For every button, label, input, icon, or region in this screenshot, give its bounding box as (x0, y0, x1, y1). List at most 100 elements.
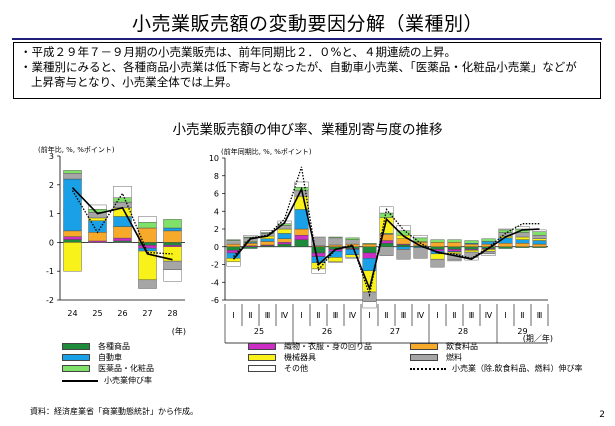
panel2-quarter-label: Ⅲ (401, 311, 407, 320)
legend-item-machinery: 機械器具 (248, 352, 316, 363)
legend-swatch-medicine (62, 365, 90, 372)
panel2-bar-segment-food (226, 243, 241, 247)
panel1-bar-segment-textile (163, 245, 182, 247)
page-title: 小売業販売額の変動要因分解（業種別） (131, 13, 483, 35)
panel1-bar-segment-medicine (138, 222, 157, 229)
legend-label-auto: 自動車 (98, 353, 122, 362)
panel1-bar-segment-textile (138, 245, 157, 249)
panel1-bar-segment-fuel (138, 279, 157, 289)
panel1-bar-segment-textile (113, 237, 132, 242)
panel2-bar-segment-machinery (328, 257, 343, 263)
panel2-bar-segment-food (260, 241, 275, 246)
panel2-quarter-label: Ⅰ (368, 311, 370, 320)
panel2-quarter-label: Ⅰ (436, 311, 438, 320)
panel2-quarter-label: Ⅱ (521, 311, 525, 320)
panel2-quarter-label: Ⅰ (232, 311, 234, 320)
panel2-bar-segment-general (294, 239, 309, 247)
panel2-quarter-label: Ⅲ (265, 311, 271, 320)
legend-swatch-machinery (248, 354, 276, 361)
panel1-y-axis-label: (前年比, %, %ポイント) (38, 145, 115, 154)
panel2-bar-segment-food (362, 243, 377, 247)
legend-swatch-fuel (410, 354, 438, 361)
legend-item-total: 小売業伸び率 (62, 375, 152, 386)
summary-bullet-2-cont: 上昇寄与となり、小売業全体では上昇。 (31, 75, 238, 89)
panel2-y-tick-label: 8 (214, 172, 219, 181)
panel2-quarter-label: Ⅱ (317, 311, 321, 320)
panel2-quarter-label: Ⅲ (537, 311, 543, 320)
panel2-line-total (232, 186, 540, 292)
panel2-bar-segment-fuel (413, 247, 428, 259)
panel1-y-tick-label: 2 (49, 181, 54, 190)
panel2-bar-segment-auto (532, 240, 547, 245)
panel2-bar-segment-general (464, 246, 479, 250)
panel2-bar-segment-machinery (515, 236, 530, 240)
panel2-year-label: 28 (458, 327, 468, 336)
page-number: 2 (599, 410, 605, 420)
legend-label-ex_food_fuel: 小売業（除.飲食料品、燃料）伸び率 (452, 364, 583, 373)
title-underline (12, 38, 602, 40)
panel2-bar-segment-auto (345, 249, 360, 255)
panel1-bar-segment-machinery (88, 217, 107, 221)
panel2-bar-segment-food (447, 242, 462, 247)
panel2-bar-segment-general (226, 246, 241, 251)
panel1-bar-segment-food (63, 230, 82, 237)
panel2-year-label: 26 (322, 327, 332, 336)
panel2-bar-segment-fuel (532, 235, 547, 239)
panel1-bar-segment-auto (63, 178, 82, 232)
legend-swatch-food (410, 343, 438, 350)
panel1-bar-segment-general (113, 240, 132, 243)
panel1-bar-segment-medicine (163, 219, 182, 229)
panel2-bar-segment-general (447, 246, 462, 250)
panel2-bar-segment-medicine (226, 239, 241, 241)
panel1-bar-segment-fuel (63, 173, 82, 180)
panel2-bar-segment-medicine (464, 240, 479, 244)
panel2-bar-segment-general (362, 246, 377, 254)
panel2-bar-segment-general (430, 246, 445, 250)
panel1-bar-segment-medicine (63, 170, 82, 174)
panel2-bar-segment-food (277, 238, 292, 243)
panel1-bar-segment-food (163, 230, 182, 243)
panel2-bar-segment-machinery (532, 238, 547, 241)
legend-item-food: 飲食料品 (410, 341, 478, 352)
legend-item-auto: 自動車 (62, 352, 122, 363)
panel2-bar-segment-general (243, 246, 258, 249)
legend-label-textile: 織物・衣服・身の回り品 (284, 342, 372, 351)
panel1-y-tick-label: 3 (49, 152, 54, 161)
panel2-bar-segment-medicine (277, 223, 292, 226)
panel2-bar-segment-fuel (328, 237, 343, 246)
panel2-y-tick-label: 4 (214, 207, 219, 216)
panel2-bar-segment-other (532, 229, 547, 232)
legend-swatch-auto (62, 354, 90, 361)
legend-label-general: 各種商品 (98, 342, 130, 351)
panel2-quarter-label: Ⅰ (300, 311, 302, 320)
panel2-bar-segment-machinery (430, 253, 445, 260)
panel2-bar-segment-food (430, 242, 445, 247)
panel2-quarter-label: Ⅲ (469, 311, 475, 320)
panel2-bar-segment-general (498, 246, 513, 249)
panel2-bar-segment-other (345, 257, 360, 259)
panel2-y-tick-label: 10 (209, 154, 219, 163)
panel2-bar-segment-textile (447, 249, 462, 252)
panel1-line-total (71, 187, 173, 261)
panel2-quarter-label: Ⅳ (281, 311, 289, 320)
panel2-quarter-label: Ⅳ (417, 311, 425, 320)
legend-swatch-total (62, 379, 98, 382)
panel2-bar-segment-food (464, 243, 479, 247)
panel2-bar-segment-medicine (345, 237, 360, 240)
panel1-bar-segment-other (138, 216, 157, 223)
panel2-x-axis-label: (期／年) (523, 333, 553, 343)
panel2-bar-segment-textile (362, 252, 377, 259)
legend-item-ex_food_fuel: 小売業（除.飲食料品、燃料）伸び率 (410, 363, 583, 374)
panel2-bar-segment-other (430, 266, 445, 268)
panel1-x-axis-label: (年) (172, 326, 186, 336)
panel2-quarter-label: Ⅱ (249, 311, 253, 320)
panel2-bar-segment-other (498, 228, 513, 231)
panel2-bar-segment-food (294, 228, 309, 236)
panel2-quarter-label: Ⅳ (485, 311, 493, 320)
panel2-quarter-label: Ⅰ (504, 311, 506, 320)
panel1-y-tick-label: -2 (46, 296, 54, 305)
panel1-bar-segment-auto (163, 227, 182, 232)
panel2-bar-segment-medicine (328, 236, 343, 239)
legend-item-textile: 織物・衣服・身の回り品 (248, 341, 372, 352)
